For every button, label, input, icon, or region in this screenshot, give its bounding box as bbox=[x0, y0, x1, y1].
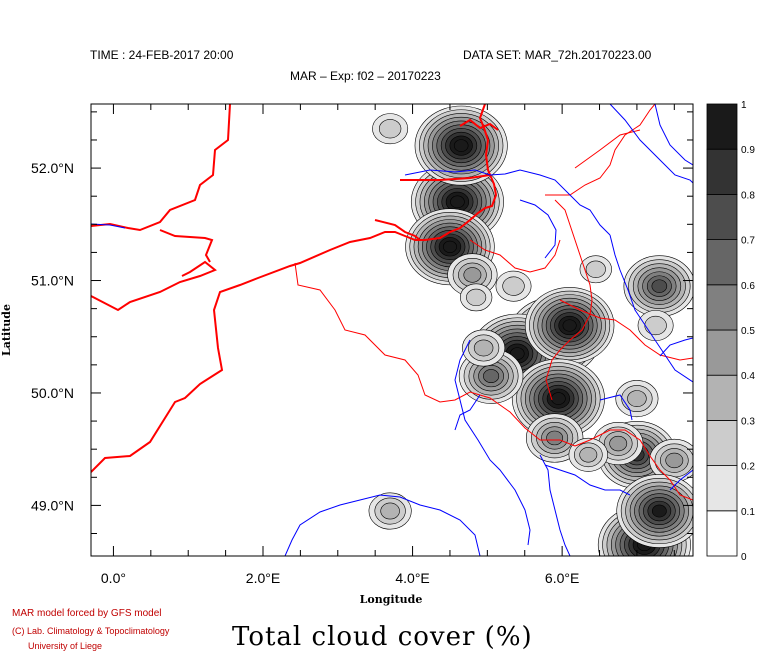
dataset-label: DATA SET: MAR_72h.20170223.00 bbox=[463, 48, 652, 62]
y-axis-title: Latitude bbox=[0, 304, 13, 356]
border bbox=[294, 104, 693, 501]
y-tick-label: 49.0°N bbox=[31, 497, 74, 513]
cloud-contour bbox=[442, 240, 457, 253]
cloud-contour bbox=[627, 390, 647, 407]
plot-frame bbox=[90, 103, 694, 557]
chart-title: Total cloud cover (%) bbox=[232, 622, 533, 652]
colorbar-swatch bbox=[706, 284, 738, 331]
cloud-contour bbox=[585, 260, 606, 278]
cloud-contour bbox=[502, 276, 525, 296]
colorbar-label: 0.1 bbox=[741, 507, 755, 518]
x-tick-label: 4.0°E bbox=[395, 570, 429, 586]
cloud-contour bbox=[463, 267, 482, 283]
credit-model: MAR model forced by GFS model bbox=[12, 608, 162, 619]
cloud-cell bbox=[447, 253, 498, 297]
cloud-contour bbox=[651, 279, 668, 293]
cloud-cell bbox=[623, 255, 693, 317]
colorbar-label: 0.6 bbox=[741, 281, 755, 292]
cloud-contour bbox=[644, 315, 667, 336]
colorbar-swatch bbox=[706, 193, 738, 240]
credit-lab: (C) Lab. Climatology & Topoclimatology bbox=[12, 626, 170, 636]
cloud-contour bbox=[473, 339, 494, 357]
experiment-label: MAR – Exp: f02 – 20170223 bbox=[290, 69, 441, 83]
colorbar-swatch bbox=[706, 510, 738, 557]
cloud-cell bbox=[462, 329, 506, 367]
cloud-contour bbox=[609, 435, 628, 452]
river bbox=[91, 104, 693, 556]
axes: 0.0° 2.0°E 4.0°E 6.0°E 49.0°N 50.0°N 51.0°N 52.… bbox=[31, 104, 693, 586]
colorbar: 0 0.1 0.2 0.3 0.4 0.5 0.6 0.7 0.8 0.9 1 bbox=[706, 100, 755, 563]
credit-university: University of Liege bbox=[28, 641, 103, 651]
cloud-cell bbox=[526, 413, 584, 463]
colorbar-label: 0.9 bbox=[741, 145, 755, 156]
y-tick-label: 51.0°N bbox=[31, 273, 74, 289]
colorbar-label: 0.3 bbox=[741, 416, 755, 427]
colorbar-swatch bbox=[706, 103, 738, 150]
colorbar-label: 1 bbox=[741, 100, 747, 111]
colorbar-swatch bbox=[706, 419, 738, 466]
cloud-contour bbox=[450, 195, 465, 209]
y-tick-label: 50.0°N bbox=[31, 385, 74, 401]
colorbar-label: 0.4 bbox=[741, 371, 755, 382]
time-label: TIME : 24-FEB-2017 20:00 bbox=[90, 48, 234, 62]
colorbar-label: 0.8 bbox=[741, 190, 755, 201]
x-tick-label: 2.0°E bbox=[246, 570, 280, 586]
colorbar-swatch bbox=[706, 239, 738, 286]
colorbar-label: 0.7 bbox=[741, 236, 755, 247]
cloud-contour bbox=[466, 288, 487, 307]
colorbar-label: 0 bbox=[741, 552, 747, 563]
cloud-contour bbox=[453, 139, 469, 152]
colorbar-label: 0.2 bbox=[741, 462, 755, 473]
cloud-cell bbox=[372, 113, 409, 145]
colorbar-swatch bbox=[706, 329, 738, 376]
cloud-cell bbox=[459, 283, 493, 312]
cloud-contour bbox=[483, 369, 500, 384]
cloud-cell bbox=[568, 437, 609, 472]
cloud-contour bbox=[665, 452, 684, 469]
cloud-cell bbox=[579, 255, 612, 284]
cloud-cell bbox=[593, 422, 644, 466]
cloud-cell bbox=[524, 287, 615, 364]
cloud-contour bbox=[551, 392, 566, 405]
map-layer bbox=[91, 104, 693, 556]
coastline bbox=[91, 104, 499, 473]
cloud-cell bbox=[414, 105, 508, 186]
cloud-contour bbox=[546, 430, 564, 446]
y-tick-label: 52.0°N bbox=[31, 160, 74, 176]
cloud-contour bbox=[378, 119, 402, 139]
cloud-cell bbox=[495, 270, 532, 302]
cloud-cell bbox=[615, 380, 659, 418]
cloud-contour bbox=[562, 319, 577, 332]
x-tick-label: 0.0° bbox=[101, 570, 126, 586]
cloud-cell bbox=[511, 358, 605, 439]
cloud-contour bbox=[579, 447, 598, 463]
cloud-cell bbox=[637, 310, 674, 341]
cloud-cell bbox=[616, 474, 693, 548]
colorbar-swatch bbox=[706, 465, 738, 512]
colorbar-label: 0.5 bbox=[741, 326, 755, 337]
cloud-contour bbox=[651, 504, 667, 518]
x-axis-title: Longitude bbox=[360, 593, 423, 606]
x-tick-label: 6.0°E bbox=[545, 570, 579, 586]
colorbar-swatch bbox=[706, 374, 738, 421]
colorbar-swatch bbox=[706, 148, 738, 195]
cloud-cell bbox=[368, 492, 412, 530]
cloud-contour bbox=[380, 502, 400, 520]
